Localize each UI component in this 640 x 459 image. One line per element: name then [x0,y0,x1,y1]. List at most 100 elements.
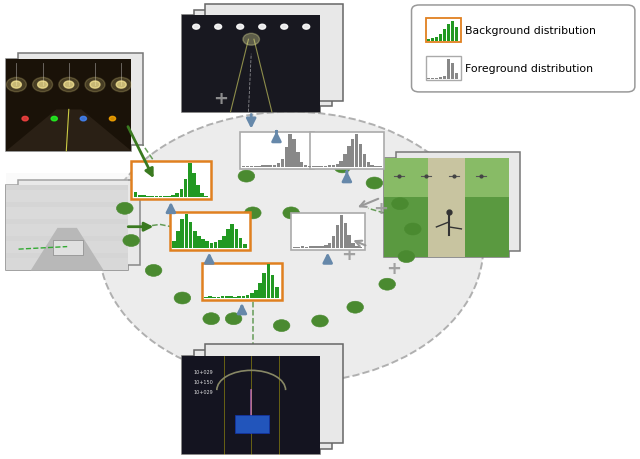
Bar [163,196,166,198]
Bar [451,64,454,80]
Bar [324,166,327,168]
Circle shape [273,320,290,332]
Text: 10+029: 10+029 [193,369,213,375]
Circle shape [12,82,21,89]
Bar [193,231,196,248]
Bar [439,35,442,42]
Bar [339,162,343,168]
Bar [447,25,451,42]
Bar [182,16,320,112]
Circle shape [379,279,396,291]
Circle shape [259,25,266,30]
Bar [6,60,131,151]
Bar [202,263,282,301]
Bar [214,242,218,248]
Circle shape [243,34,259,46]
Bar [250,166,253,168]
Bar [221,297,225,299]
Bar [285,148,288,168]
Circle shape [51,117,58,122]
Bar [431,39,435,42]
Bar [367,163,370,168]
Bar [447,60,451,80]
Bar [175,194,179,198]
Text: Foreground distribution: Foreground distribution [465,64,593,74]
Bar [172,196,175,198]
Polygon shape [6,110,131,151]
Bar [155,197,158,198]
Bar [336,225,339,248]
Bar [328,243,332,248]
Bar [52,240,83,256]
Circle shape [215,25,221,30]
Bar [435,38,438,42]
Bar [348,235,351,248]
Bar [359,247,362,248]
Bar [427,79,430,80]
Text: +: + [386,259,401,278]
Circle shape [111,78,131,93]
Circle shape [347,302,364,313]
Bar [134,193,138,198]
Bar [443,30,447,42]
Bar [301,246,304,248]
Bar [320,166,323,168]
Bar [281,160,284,168]
Circle shape [283,207,300,219]
Bar [384,158,509,257]
Bar [359,145,362,168]
Bar [142,196,146,198]
Bar [250,294,253,299]
Circle shape [116,82,126,89]
Bar [235,415,269,433]
Bar [212,297,216,299]
Bar [205,241,209,248]
Bar [310,133,384,170]
Bar [428,158,465,257]
Bar [6,241,128,254]
Bar [289,135,292,168]
Bar [6,207,128,220]
Bar [343,155,347,168]
Text: +: + [341,246,356,264]
Bar [320,246,324,248]
Bar [254,291,258,299]
Bar [262,273,266,299]
Bar [347,146,351,168]
Bar [150,196,154,198]
Bar [324,245,328,248]
Bar [18,180,140,265]
Bar [146,196,150,198]
Bar [371,166,374,168]
Bar [182,16,320,112]
Bar [237,297,241,299]
Bar [200,194,204,198]
Circle shape [6,78,26,93]
Bar [234,297,237,299]
Bar [185,214,188,248]
Circle shape [366,178,383,190]
Bar [184,179,188,198]
Circle shape [59,78,79,93]
Circle shape [312,315,328,327]
Bar [455,28,458,42]
Bar [344,224,347,248]
Bar [204,297,208,299]
Bar [439,78,442,80]
Bar [297,247,300,248]
Bar [194,350,332,449]
Bar [6,186,128,271]
Polygon shape [31,229,104,271]
Bar [167,196,171,198]
Bar [196,186,200,198]
Bar [192,174,196,198]
Bar [355,246,358,248]
Bar [355,135,358,168]
Circle shape [398,251,415,263]
Circle shape [33,78,52,93]
Circle shape [281,25,287,30]
Text: +: + [373,200,388,218]
Circle shape [148,171,165,183]
Bar [427,40,430,42]
Circle shape [299,150,316,162]
